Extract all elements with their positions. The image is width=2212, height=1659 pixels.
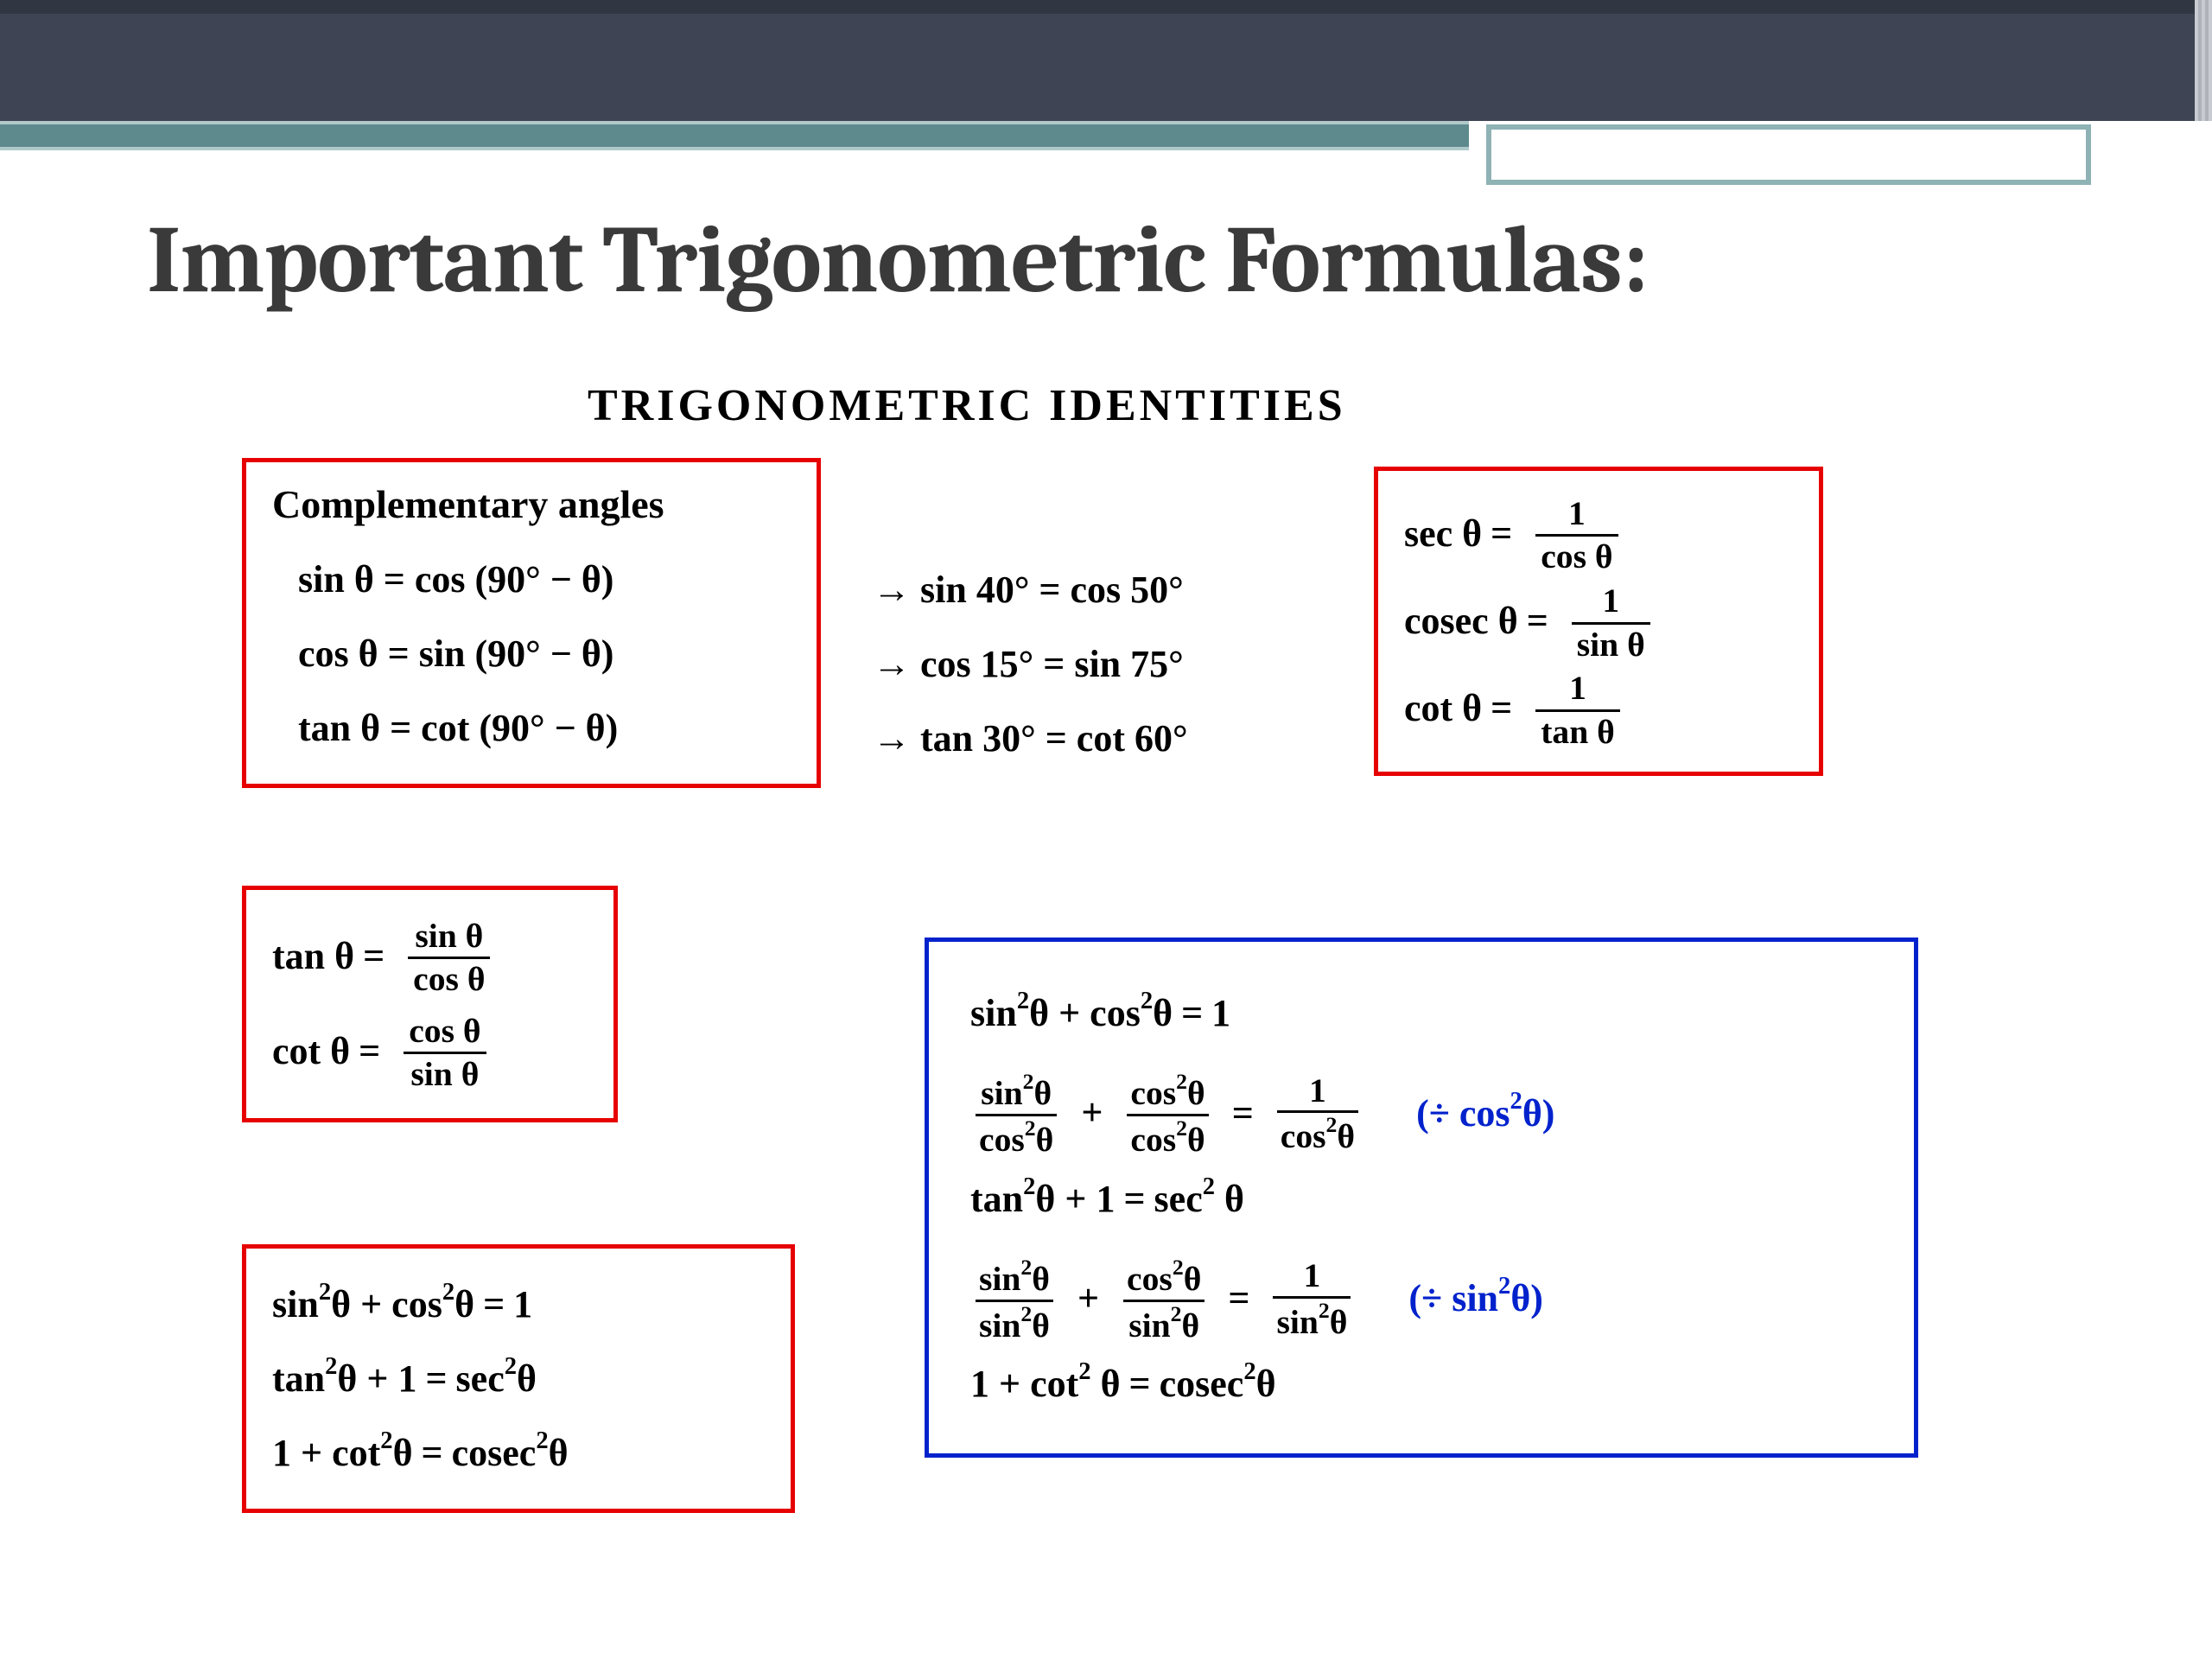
- denominator: cos θ: [408, 959, 490, 998]
- numerator: 1: [1535, 671, 1620, 712]
- formula-line: sin2θsin2θ + cos2θsin2θ = 1sin2θ (÷ sin2…: [970, 1257, 1872, 1347]
- formula-line: tan2θ + 1=sec2 θ: [970, 1171, 1872, 1224]
- formula-line: cos θ = sin (90° − θ): [272, 617, 791, 691]
- derivation-group-2: sin2θcos2θ + cos2θcos2θ = 1cos2θ (÷ cos2…: [970, 1071, 1872, 1224]
- formula-line: sin θ = cos (90° − θ): [272, 543, 791, 617]
- numerator: sin θ: [408, 918, 490, 960]
- formula-line: sin2θcos2θ + cos2θcos2θ = 1cos2θ (÷ cos2…: [970, 1071, 1872, 1161]
- denominator: sin θ: [1572, 625, 1650, 664]
- formula-line: cot θ= cos θsin θ: [272, 1004, 588, 1099]
- numerator: 1: [1535, 496, 1618, 537]
- numerator: 1: [1572, 583, 1650, 625]
- derivation-annotation: (÷ sin2θ): [1365, 1277, 1543, 1319]
- formula-line: 1 + cot2 θ=cosec2θ: [970, 1356, 1872, 1409]
- formula-line: → tan 30° = cot 60°: [873, 702, 1188, 776]
- example-column: → sin 40° = cos 50° → cos 15° = sin 75° …: [873, 553, 1188, 775]
- slide-content: Important Trigonometric Formulas: TRIGON…: [0, 0, 2212, 1659]
- formula-line: sec θ= 1cos θ: [1404, 490, 1793, 577]
- box-pythagorean-identities: sin2θ + cos2θ=1 tan2θ + 1=sec2θ 1 + cot2…: [242, 1244, 795, 1513]
- formula-line: cosec θ= 1sin θ: [1404, 577, 1793, 664]
- formula-line: sin2θ + cos2θ=1: [272, 1268, 765, 1342]
- derivation-annotation: (÷ cos2θ): [1373, 1092, 1554, 1135]
- page-title: Important Trigonometric Formulas:: [147, 206, 1648, 315]
- box-complementary-angles: Complementary angles sin θ = cos (90° − …: [242, 458, 821, 788]
- lhs: tan θ: [272, 935, 354, 977]
- lhs: cot θ: [272, 1030, 350, 1072]
- box-derivation: sin2θ + cos2θ=1 sin2θcos2θ + cos2θcos2θ …: [925, 938, 1918, 1458]
- formula-line: tan2θ + 1=sec2θ: [272, 1342, 765, 1416]
- lhs: cot θ: [1404, 687, 1482, 729]
- lhs: sec θ: [1404, 512, 1482, 555]
- formula-line: → cos 15° = sin 75°: [873, 627, 1188, 702]
- denominator: sin θ: [404, 1054, 486, 1093]
- formula-line: tan θ = cot (90° − θ): [272, 691, 791, 766]
- denominator: cos θ: [1535, 537, 1618, 575]
- section-title: TRIGONOMETRIC IDENTITIES: [588, 380, 1346, 431]
- box-reciprocal-identities: sec θ= 1cos θ cosec θ= 1sin θ cot θ= 1ta…: [1374, 467, 1823, 776]
- box-heading: Complementary angles: [272, 481, 791, 527]
- numerator: cos θ: [404, 1014, 486, 1055]
- formula-line: 1 + cot2θ=cosec2θ: [272, 1416, 765, 1491]
- lhs: cosec θ: [1404, 600, 1518, 642]
- formula-line: sin2θ + cos2θ=1: [970, 985, 1872, 1039]
- formula-line: cot θ= 1tan θ: [1404, 664, 1793, 752]
- formula-line: → sin 40° = cos 50°: [873, 553, 1188, 627]
- formula-line: tan θ= sin θcos θ: [272, 909, 588, 1004]
- derivation-group-1: sin2θ + cos2θ=1: [970, 985, 1872, 1039]
- derivation-group-3: sin2θsin2θ + cos2θsin2θ = 1sin2θ (÷ sin2…: [970, 1257, 1872, 1410]
- denominator: tan θ: [1535, 712, 1620, 751]
- box-tan-cot-definitions: tan θ= sin θcos θ cot θ= cos θsin θ: [242, 886, 618, 1122]
